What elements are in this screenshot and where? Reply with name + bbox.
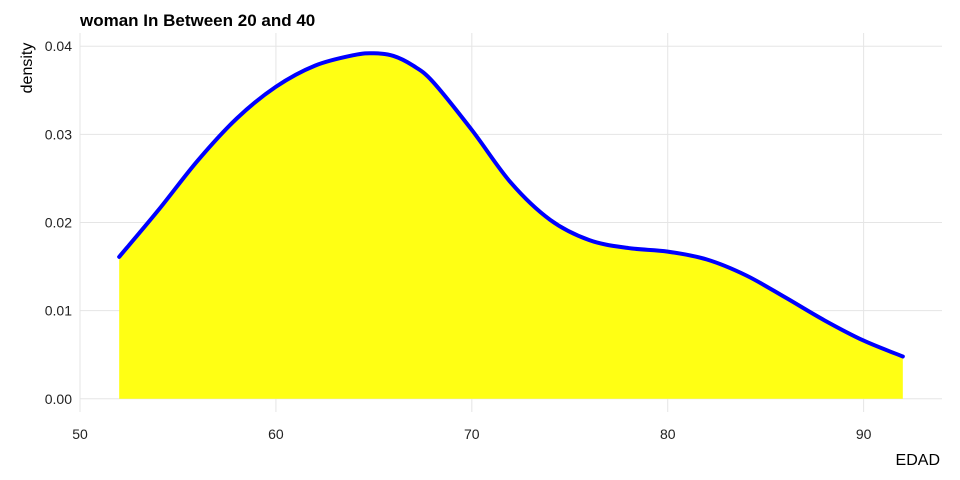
x-tick-label: 60 <box>268 426 284 442</box>
density-area-fill <box>119 53 903 399</box>
x-tick-label: 90 <box>856 426 872 442</box>
y-tick-label: 0.02 <box>45 215 72 231</box>
x-tick-label: 80 <box>660 426 676 442</box>
y-axis-ticks: 0.00 0.01 0.02 0.03 0.04 <box>45 38 72 407</box>
y-tick-label: 0.01 <box>45 303 72 319</box>
chart-title: woman In Between 20 and 40 <box>79 11 315 30</box>
x-axis-label: EDAD <box>896 452 940 469</box>
y-tick-label: 0.04 <box>45 38 72 54</box>
x-tick-label: 70 <box>464 426 480 442</box>
density-line <box>117 51 905 359</box>
x-axis-ticks: 50 60 70 80 90 <box>72 426 871 442</box>
x-tick-label: 50 <box>72 426 88 442</box>
y-tick-label: 0.03 <box>45 126 72 142</box>
y-axis-label: density <box>19 43 36 94</box>
y-tick-label: 0.00 <box>45 391 72 407</box>
